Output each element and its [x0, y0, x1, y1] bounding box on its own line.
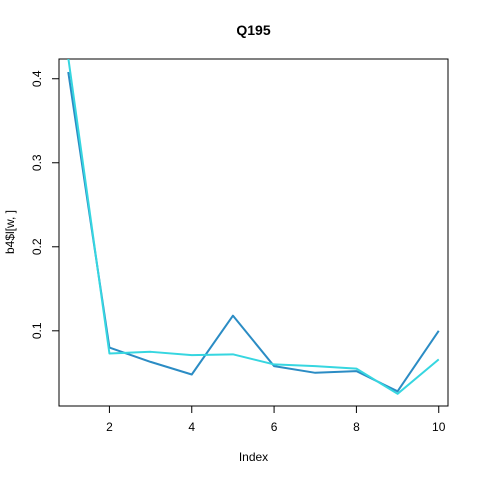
y-axis-label: b4$l[w, ] [3, 210, 17, 254]
x-tick-label: 6 [271, 420, 278, 434]
x-tick-label: 4 [188, 420, 195, 434]
y-tick-label: 0.2 [30, 238, 44, 255]
y-tick-label: 0.4 [30, 70, 44, 87]
y-tick-label: 0.3 [30, 154, 44, 171]
x-tick-label: 8 [353, 420, 360, 434]
x-axis-label: Index [239, 450, 268, 464]
chart-title: Q195 [236, 22, 270, 38]
series-line-2 [68, 58, 438, 394]
y-tick-label: 0.1 [30, 322, 44, 339]
series-line-1 [68, 72, 438, 391]
series-layer [68, 58, 438, 394]
x-axis: 2 4 6 8 10 [106, 406, 446, 434]
y-axis: 0.1 0.2 0.3 0.4 [30, 70, 59, 339]
x-tick-label: 2 [106, 420, 113, 434]
x-tick-label: 10 [432, 420, 446, 434]
